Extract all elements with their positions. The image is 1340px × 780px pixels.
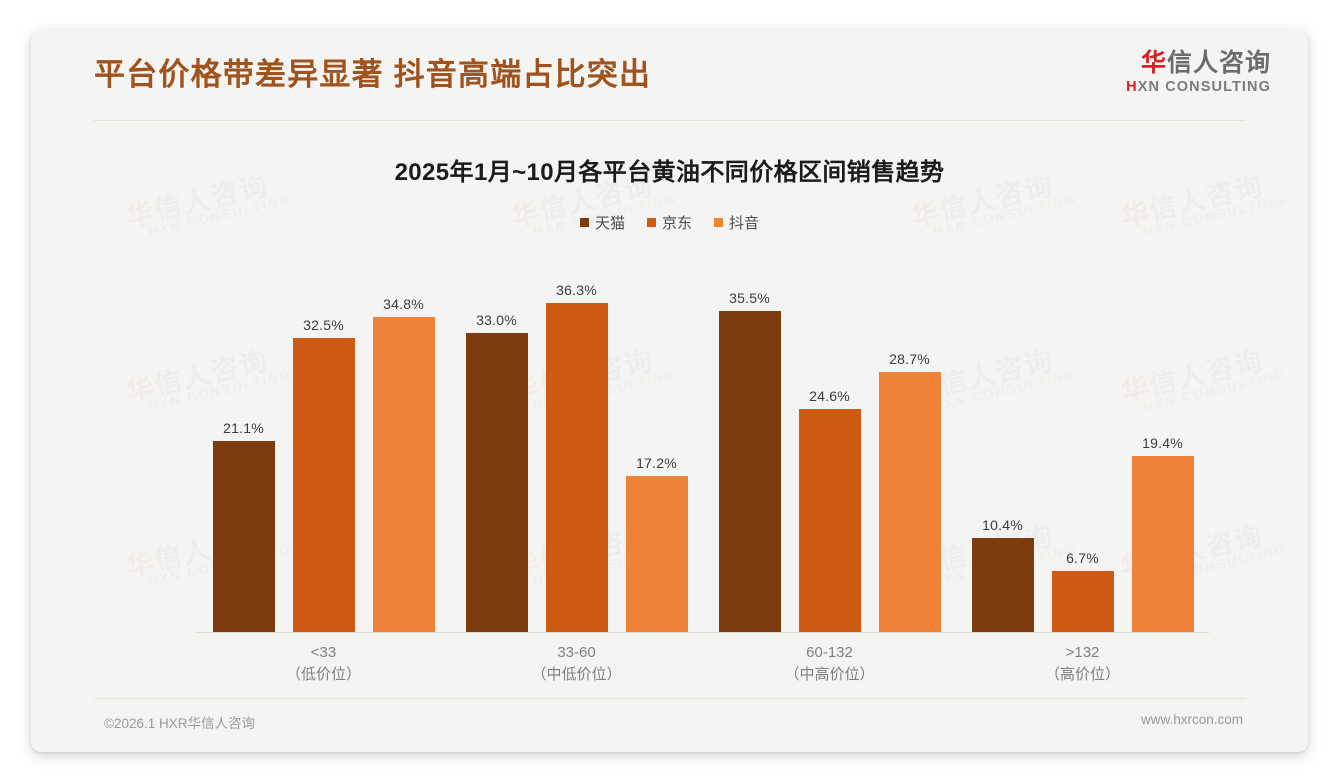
x-axis-label-range: 33-60: [557, 644, 596, 661]
header-divider: [94, 120, 1246, 121]
bar-value-label: 21.1%: [223, 420, 264, 436]
x-axis-line: [197, 632, 1209, 633]
logo-chinese: 华信人咨询: [1126, 50, 1271, 76]
x-axis-label-tier: （高价位）: [1044, 665, 1120, 683]
footer-divider: [94, 698, 1246, 699]
x-axis-labels: <33 （低价位） 33-60 （中低价位） 60-132 （中高价位） >132 （高价位）: [197, 642, 1209, 686]
bar-value-label: 28.7%: [889, 351, 930, 367]
bar-天猫->132[interactable]: [971, 538, 1034, 632]
bar-value-label: 24.6%: [809, 388, 850, 404]
bar-column: 17.2%: [625, 255, 688, 632]
x-axis-label: <33 （低价位）: [197, 642, 450, 686]
bar-column: 19.4%: [1131, 255, 1194, 632]
bar-抖音->132[interactable]: [1131, 456, 1194, 632]
bar-group: 10.4% 6.7% 19.4%: [956, 255, 1209, 632]
bar-column: 10.4%: [971, 255, 1034, 632]
legend-swatch-icon: [646, 218, 656, 227]
legend-item-天猫[interactable]: 天猫: [579, 212, 625, 233]
bar-天猫-60-132[interactable]: [718, 311, 781, 632]
logo-english: HXN CONSULTING: [1126, 79, 1271, 95]
x-axis-label-tier: （中低价位）: [531, 665, 622, 683]
logo-chinese-rest: 信人咨询: [1166, 49, 1271, 77]
legend-label: 天猫: [594, 215, 625, 232]
legend-item-京东[interactable]: 京东: [646, 212, 692, 233]
x-axis-label: 33-60 （中低价位）: [450, 642, 703, 686]
x-axis-label-range: >132: [1065, 644, 1100, 661]
bar-京东-33-60[interactable]: [545, 303, 608, 632]
bar-value-label: 33.0%: [476, 312, 517, 328]
bar-group: 33.0% 36.3% 17.2%: [450, 255, 703, 632]
bar-column: 28.7%: [878, 255, 941, 632]
legend-item-抖音[interactable]: 抖音: [714, 212, 759, 233]
footer-copyright: ©2026.1 HXR华信人咨询: [104, 716, 255, 731]
logo-chinese-accent: 华: [1140, 49, 1167, 77]
bar-column: 34.8%: [372, 255, 435, 632]
legend-label: 京东: [661, 215, 692, 232]
bar-抖音-33-60[interactable]: [625, 476, 688, 632]
bar-抖音-60-132[interactable]: [878, 372, 941, 632]
slide-card: 华信人咨询 HXN CONSULTING 华信人咨询 HXN CONSULTING华信…: [31, 30, 1308, 752]
bar-value-label: 19.4%: [1142, 435, 1183, 451]
logo-english-accent: H: [1126, 79, 1138, 96]
bar-value-label: 32.5%: [303, 317, 344, 333]
legend-swatch-icon: [714, 218, 723, 227]
bar-抖音-<33[interactable]: [372, 317, 435, 632]
header: 平台价格带差异显著 抖音高端占比突出 华信人咨询 HXN CONSULTING: [31, 30, 1308, 108]
bar-column: 24.6%: [798, 255, 861, 632]
bar-column: 21.1%: [212, 255, 275, 632]
chart-plot-area: 21.1% 32.5% 34.8% 33.0% 36.3% 17.2% 35.5% 24.6%…: [137, 255, 1247, 633]
x-axis-label-range: 60-132: [806, 644, 853, 661]
bar-column: 33.0%: [465, 255, 528, 632]
bar-value-label: 10.4%: [982, 517, 1023, 533]
x-axis-label: 60-132 （中高价位）: [703, 642, 956, 686]
chart-title: 2025年1月~10月各平台黄油不同价格区间销售趋势: [394, 159, 945, 186]
page-title: 平台价格带差异显著 抖音高端占比突出: [94, 57, 652, 92]
bar-京东-<33[interactable]: [292, 338, 355, 632]
bar-groups: 21.1% 32.5% 34.8% 33.0% 36.3% 17.2% 35.5% 24.6%…: [197, 255, 1209, 632]
bar-group: 35.5% 24.6% 28.7%: [703, 255, 956, 632]
bar-京东->132[interactable]: [1051, 571, 1114, 632]
legend-label: 抖音: [729, 215, 760, 232]
x-axis-label-range: <33: [310, 644, 337, 661]
bar-value-label: 6.7%: [1066, 550, 1099, 566]
bar-group: 21.1% 32.5% 34.8%: [197, 255, 450, 632]
bar-value-label: 17.2%: [636, 455, 677, 471]
logo-english-rest: XN CONSULTING: [1137, 79, 1271, 96]
footer-website: www.hxrcon.com: [1140, 712, 1243, 727]
bar-京东-60-132[interactable]: [798, 409, 861, 632]
brand-logo: 华信人咨询 HXN CONSULTING: [1126, 50, 1271, 95]
bar-天猫-33-60[interactable]: [465, 333, 528, 632]
bar-column: 6.7%: [1051, 255, 1114, 632]
chart-legend: 天猫 京东 抖音: [31, 212, 1308, 233]
bar-column: 35.5%: [718, 255, 781, 632]
bar-value-label: 36.3%: [556, 282, 597, 298]
bar-天猫-<33[interactable]: [212, 441, 275, 632]
x-axis-label-tier: （低价位）: [285, 665, 361, 683]
bar-column: 36.3%: [545, 255, 608, 632]
legend-swatch-icon: [579, 218, 589, 227]
x-axis-label-tier: （中高价位）: [784, 665, 875, 683]
bar-column: 32.5%: [292, 255, 355, 632]
bar-value-label: 35.5%: [729, 290, 770, 306]
bar-value-label: 34.8%: [383, 296, 424, 312]
x-axis-label: >132 （高价位）: [956, 642, 1209, 686]
